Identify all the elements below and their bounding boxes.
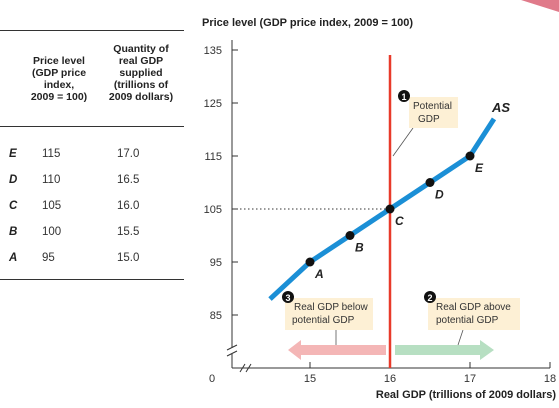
callout-badge [424,291,436,303]
origin-label: 0 [209,373,215,385]
quantity-cell: 16.5 [117,174,140,186]
callout-box-potential [409,97,458,128]
callout-text: potential GDP [292,315,355,326]
quantity-cell: 17.0 [117,148,140,160]
quantity-cell: 16.0 [117,200,140,212]
data-point-c [385,204,395,214]
row-label-c: C [9,200,18,212]
point-label-c: C [395,214,404,228]
table-header-rule [0,126,184,127]
y-tick-label: 115 [204,151,222,163]
table-top-rule [0,30,184,31]
corner-decoration [521,0,559,12]
as-label: AS [491,100,510,115]
point-label-e: E [475,161,484,175]
quantity-cell: 15.5 [117,226,140,238]
row-label-b: B [9,226,18,238]
row-label-a: A [9,252,18,264]
y-axis-break [226,344,238,357]
left-arrow [288,340,386,360]
callout-box-above [428,298,520,330]
row-label-e: E [9,148,17,160]
y-tick-label: 135 [204,45,222,57]
quantity-header: Quantity of real GDP supplied (trillions… [108,43,174,103]
x-tick-label: 18 [544,373,556,385]
y-tick-label: 85 [210,310,222,322]
callout-badge [398,90,410,102]
callout-number: 1 [401,92,406,102]
callout-badge [282,291,294,303]
price-cell: 110 [42,174,61,186]
y-tick-label: 105 [204,204,222,216]
callout-text: potential GDP [436,315,499,326]
data-point-a [305,257,315,267]
x-tick-label: 16 [384,373,396,385]
price-cell: 105 [42,200,62,212]
callout-text: Real GDP below [294,302,369,313]
x-tick-label: 17 [464,373,476,385]
right-arrow [395,340,494,360]
y-tick-label: 95 [210,257,222,269]
point-label-a: A [314,267,324,281]
data-point-b [345,231,355,240]
callout-leader [392,127,414,157]
table-bottom-rule [0,279,184,280]
price-level-header: Price level (GDP price index, 2009 = 100… [30,55,88,103]
quantity-cell: 15.0 [117,252,140,264]
data-point-e [465,151,475,161]
callout-text: Real GDP above [436,302,511,313]
callout-number: 3 [285,293,290,303]
y-tick-label: 125 [204,98,222,110]
callout-text: Potential [413,101,452,112]
point-label-b: B [355,241,364,255]
price-cell: 95 [42,252,55,264]
row-label-d: D [9,174,18,186]
data-point-d [425,178,435,187]
price-cell: 100 [42,226,62,238]
x-axis-break [239,363,252,373]
callout-text: GDP [418,114,440,125]
x-axis-label: Real GDP (trillions of 2009 dollars) [376,389,556,401]
callout-leader [457,329,464,346]
as-curve [268,117,497,301]
x-tick-label: 15 [304,373,316,385]
point-label-d: D [435,188,444,202]
price-cell: 115 [42,148,61,160]
y-axis-label: Price level (GDP price index, 2009 = 100… [202,17,413,29]
callout-number: 2 [427,293,432,303]
callout-box-below [285,298,373,330]
